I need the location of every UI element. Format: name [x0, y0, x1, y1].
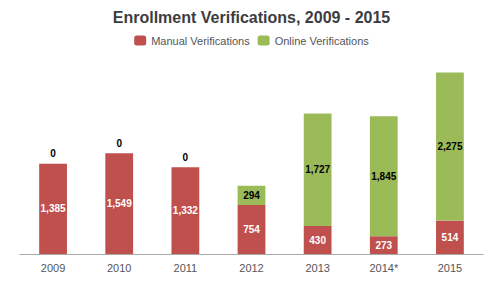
svg-text:0: 0 — [183, 152, 189, 163]
svg-text:430: 430 — [309, 235, 326, 246]
svg-text:2,275: 2,275 — [437, 141, 462, 152]
svg-text:2011: 2011 — [174, 262, 198, 274]
svg-text:Manual Verifications: Manual Verifications — [151, 35, 250, 47]
svg-text:2013: 2013 — [305, 262, 329, 274]
svg-text:Enrollment Verifications, 2009: Enrollment Verifications, 2009 - 2015 — [113, 9, 391, 26]
svg-text:2015: 2015 — [438, 262, 462, 274]
svg-text:0: 0 — [116, 138, 122, 149]
svg-text:2010: 2010 — [107, 262, 131, 274]
svg-text:2012: 2012 — [239, 262, 263, 274]
svg-text:1,385: 1,385 — [41, 203, 66, 214]
svg-text:294: 294 — [243, 190, 260, 201]
svg-text:1,845: 1,845 — [371, 171, 396, 182]
svg-text:273: 273 — [375, 240, 392, 251]
svg-text:2009: 2009 — [41, 262, 65, 274]
svg-text:2014*: 2014* — [369, 262, 398, 274]
svg-text:1,727: 1,727 — [305, 164, 330, 175]
svg-text:1,332: 1,332 — [173, 205, 198, 216]
svg-text:514: 514 — [442, 232, 459, 243]
svg-text:0: 0 — [50, 148, 56, 159]
svg-text:1,549: 1,549 — [107, 198, 132, 209]
svg-text:Online Verifications: Online Verifications — [275, 35, 370, 47]
svg-text:754: 754 — [243, 224, 260, 235]
